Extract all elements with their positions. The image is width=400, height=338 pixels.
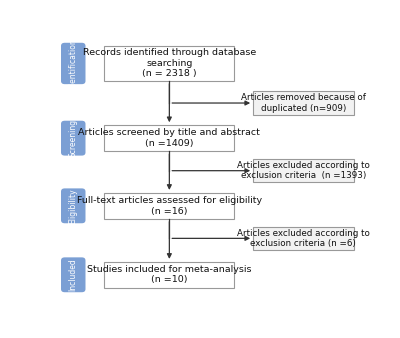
FancyBboxPatch shape [61, 43, 86, 84]
Text: Identification: Identification [69, 38, 78, 89]
Text: Included: Included [69, 259, 78, 291]
FancyBboxPatch shape [61, 257, 86, 292]
Text: Records identified through database
searching
(n = 2318 ): Records identified through database sear… [83, 48, 256, 78]
FancyBboxPatch shape [104, 125, 234, 151]
Text: Screening: Screening [69, 119, 78, 157]
FancyBboxPatch shape [253, 159, 354, 183]
Text: Articles removed because of
duplicated (n=909): Articles removed because of duplicated (… [241, 93, 366, 113]
Text: Articles excluded according to
exclusion criteria (n =6): Articles excluded according to exclusion… [237, 229, 370, 248]
FancyBboxPatch shape [61, 188, 86, 223]
Text: Eligibility: Eligibility [69, 188, 78, 224]
FancyBboxPatch shape [253, 227, 354, 250]
FancyBboxPatch shape [61, 121, 86, 155]
Text: Full-text articles assessed for eligibility
(n =16): Full-text articles assessed for eligibil… [77, 196, 262, 216]
FancyBboxPatch shape [253, 91, 354, 115]
Text: Articles screened by title and abstract
(n =1409): Articles screened by title and abstract … [78, 128, 260, 148]
FancyBboxPatch shape [104, 46, 234, 81]
FancyBboxPatch shape [104, 262, 234, 288]
Text: Studies included for meta-analysis
(n =10): Studies included for meta-analysis (n =1… [87, 265, 252, 285]
Text: Articles excluded according to
exclusion criteria  (n =1393): Articles excluded according to exclusion… [237, 161, 370, 180]
FancyBboxPatch shape [104, 193, 234, 219]
